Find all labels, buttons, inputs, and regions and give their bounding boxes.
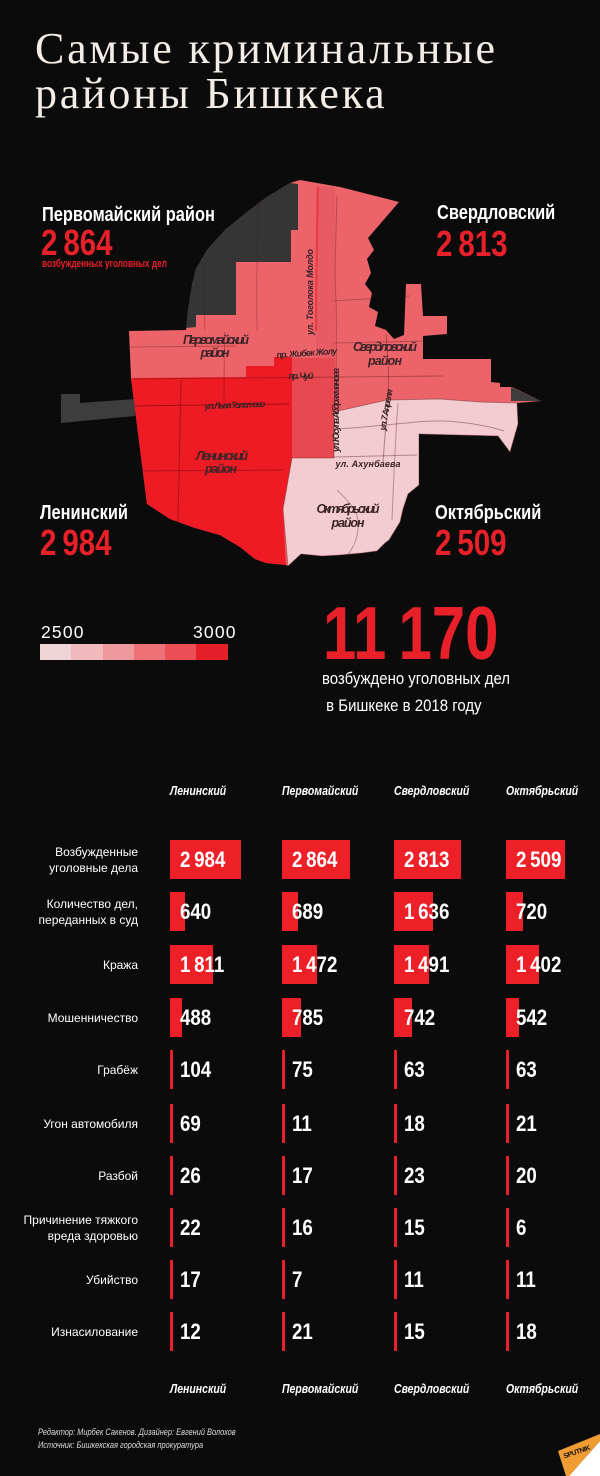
svg-text:Первомайский: Первомайский	[183, 333, 249, 347]
svg-text:пр. Чуй: пр. Чуй	[289, 371, 315, 381]
svg-text:ул. Льва Толстого: ул. Льва Толстого	[203, 399, 266, 411]
svg-text:район: район	[200, 346, 230, 360]
svg-text:ул. Юсупа Абдрахманова: ул. Юсупа Абдрахманова	[331, 368, 341, 453]
svg-text:район: район	[331, 516, 365, 530]
svg-text:район: район	[204, 462, 237, 476]
svg-text:район: район	[367, 354, 402, 368]
svg-text:Октябрьский: Октябрьский	[317, 502, 380, 516]
svg-text:Свердловский: Свердловский	[353, 340, 417, 354]
svg-text:ул. Тоголока Молдо: ул. Тоголока Молдо	[305, 249, 315, 337]
svg-text:пр. Жибек Жолу: пр. Жибек Жолу	[276, 346, 339, 360]
svg-text:ул. Ахунбаева: ул. Ахунбаева	[335, 459, 401, 469]
svg-text:Ленинский: Ленинский	[195, 449, 248, 463]
